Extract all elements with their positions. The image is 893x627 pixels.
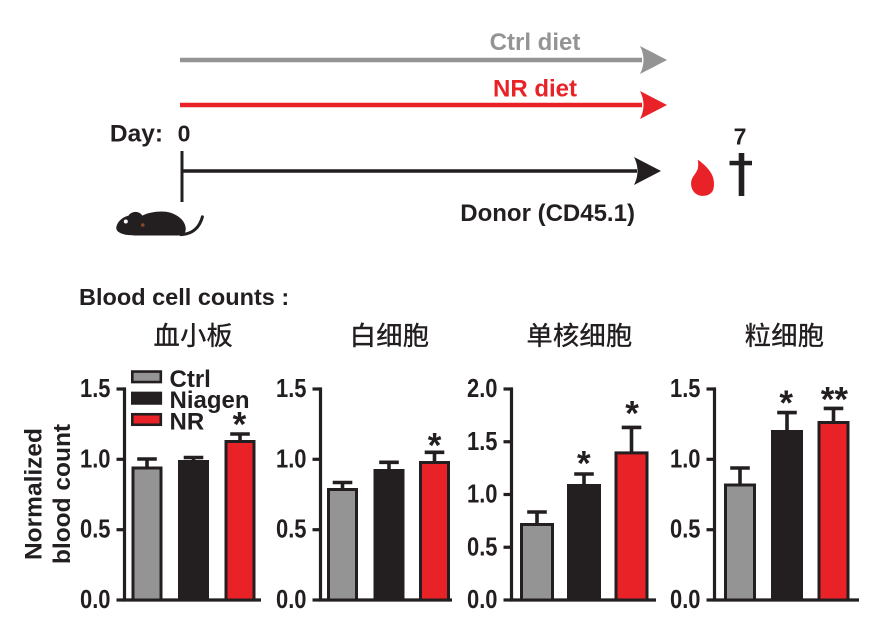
svg-text:0.0: 0.0 xyxy=(80,585,110,614)
svg-text:Day:: Day: xyxy=(110,121,163,148)
svg-text:1.5: 1.5 xyxy=(276,374,306,403)
svg-text:Donor (CD45.1): Donor (CD45.1) xyxy=(460,200,635,227)
svg-text:0.5: 0.5 xyxy=(276,515,306,544)
svg-text:Blood cell counts :: Blood cell counts : xyxy=(79,284,289,310)
svg-text:0.0: 0.0 xyxy=(276,585,306,614)
svg-text:NR diet: NR diet xyxy=(493,76,577,103)
svg-text:NR: NR xyxy=(170,409,205,436)
svg-text:*: * xyxy=(577,444,591,483)
svg-text:1.0: 1.0 xyxy=(467,480,497,509)
svg-text:*: * xyxy=(625,394,639,433)
svg-text:0.5: 0.5 xyxy=(670,515,700,544)
svg-text:1.0: 1.0 xyxy=(80,445,110,474)
svg-text:Ctrl: Ctrl xyxy=(170,366,211,393)
svg-text:*: * xyxy=(233,406,247,445)
svg-text:**: ** xyxy=(821,381,849,420)
svg-text:2.0: 2.0 xyxy=(467,374,497,403)
svg-text:Niagen: Niagen xyxy=(170,387,250,414)
svg-text:0.5: 0.5 xyxy=(467,533,497,562)
svg-text:1.5: 1.5 xyxy=(670,374,700,403)
svg-text:1.0: 1.0 xyxy=(276,445,306,474)
svg-text:*: * xyxy=(779,384,793,423)
svg-text:1.5: 1.5 xyxy=(80,374,110,403)
svg-text:Ctrl diet: Ctrl diet xyxy=(490,29,581,56)
svg-text:*: * xyxy=(428,426,442,465)
svg-text:0.0: 0.0 xyxy=(467,585,497,614)
svg-text:7: 7 xyxy=(734,124,747,150)
svg-text:0.0: 0.0 xyxy=(670,585,700,614)
svg-text:1.0: 1.0 xyxy=(670,445,700,474)
svg-text:0.5: 0.5 xyxy=(80,515,110,544)
svg-text:1.5: 1.5 xyxy=(467,427,497,456)
svg-text:Normalizedblood count: Normalizedblood count xyxy=(21,424,76,564)
svg-text:0: 0 xyxy=(178,121,191,147)
